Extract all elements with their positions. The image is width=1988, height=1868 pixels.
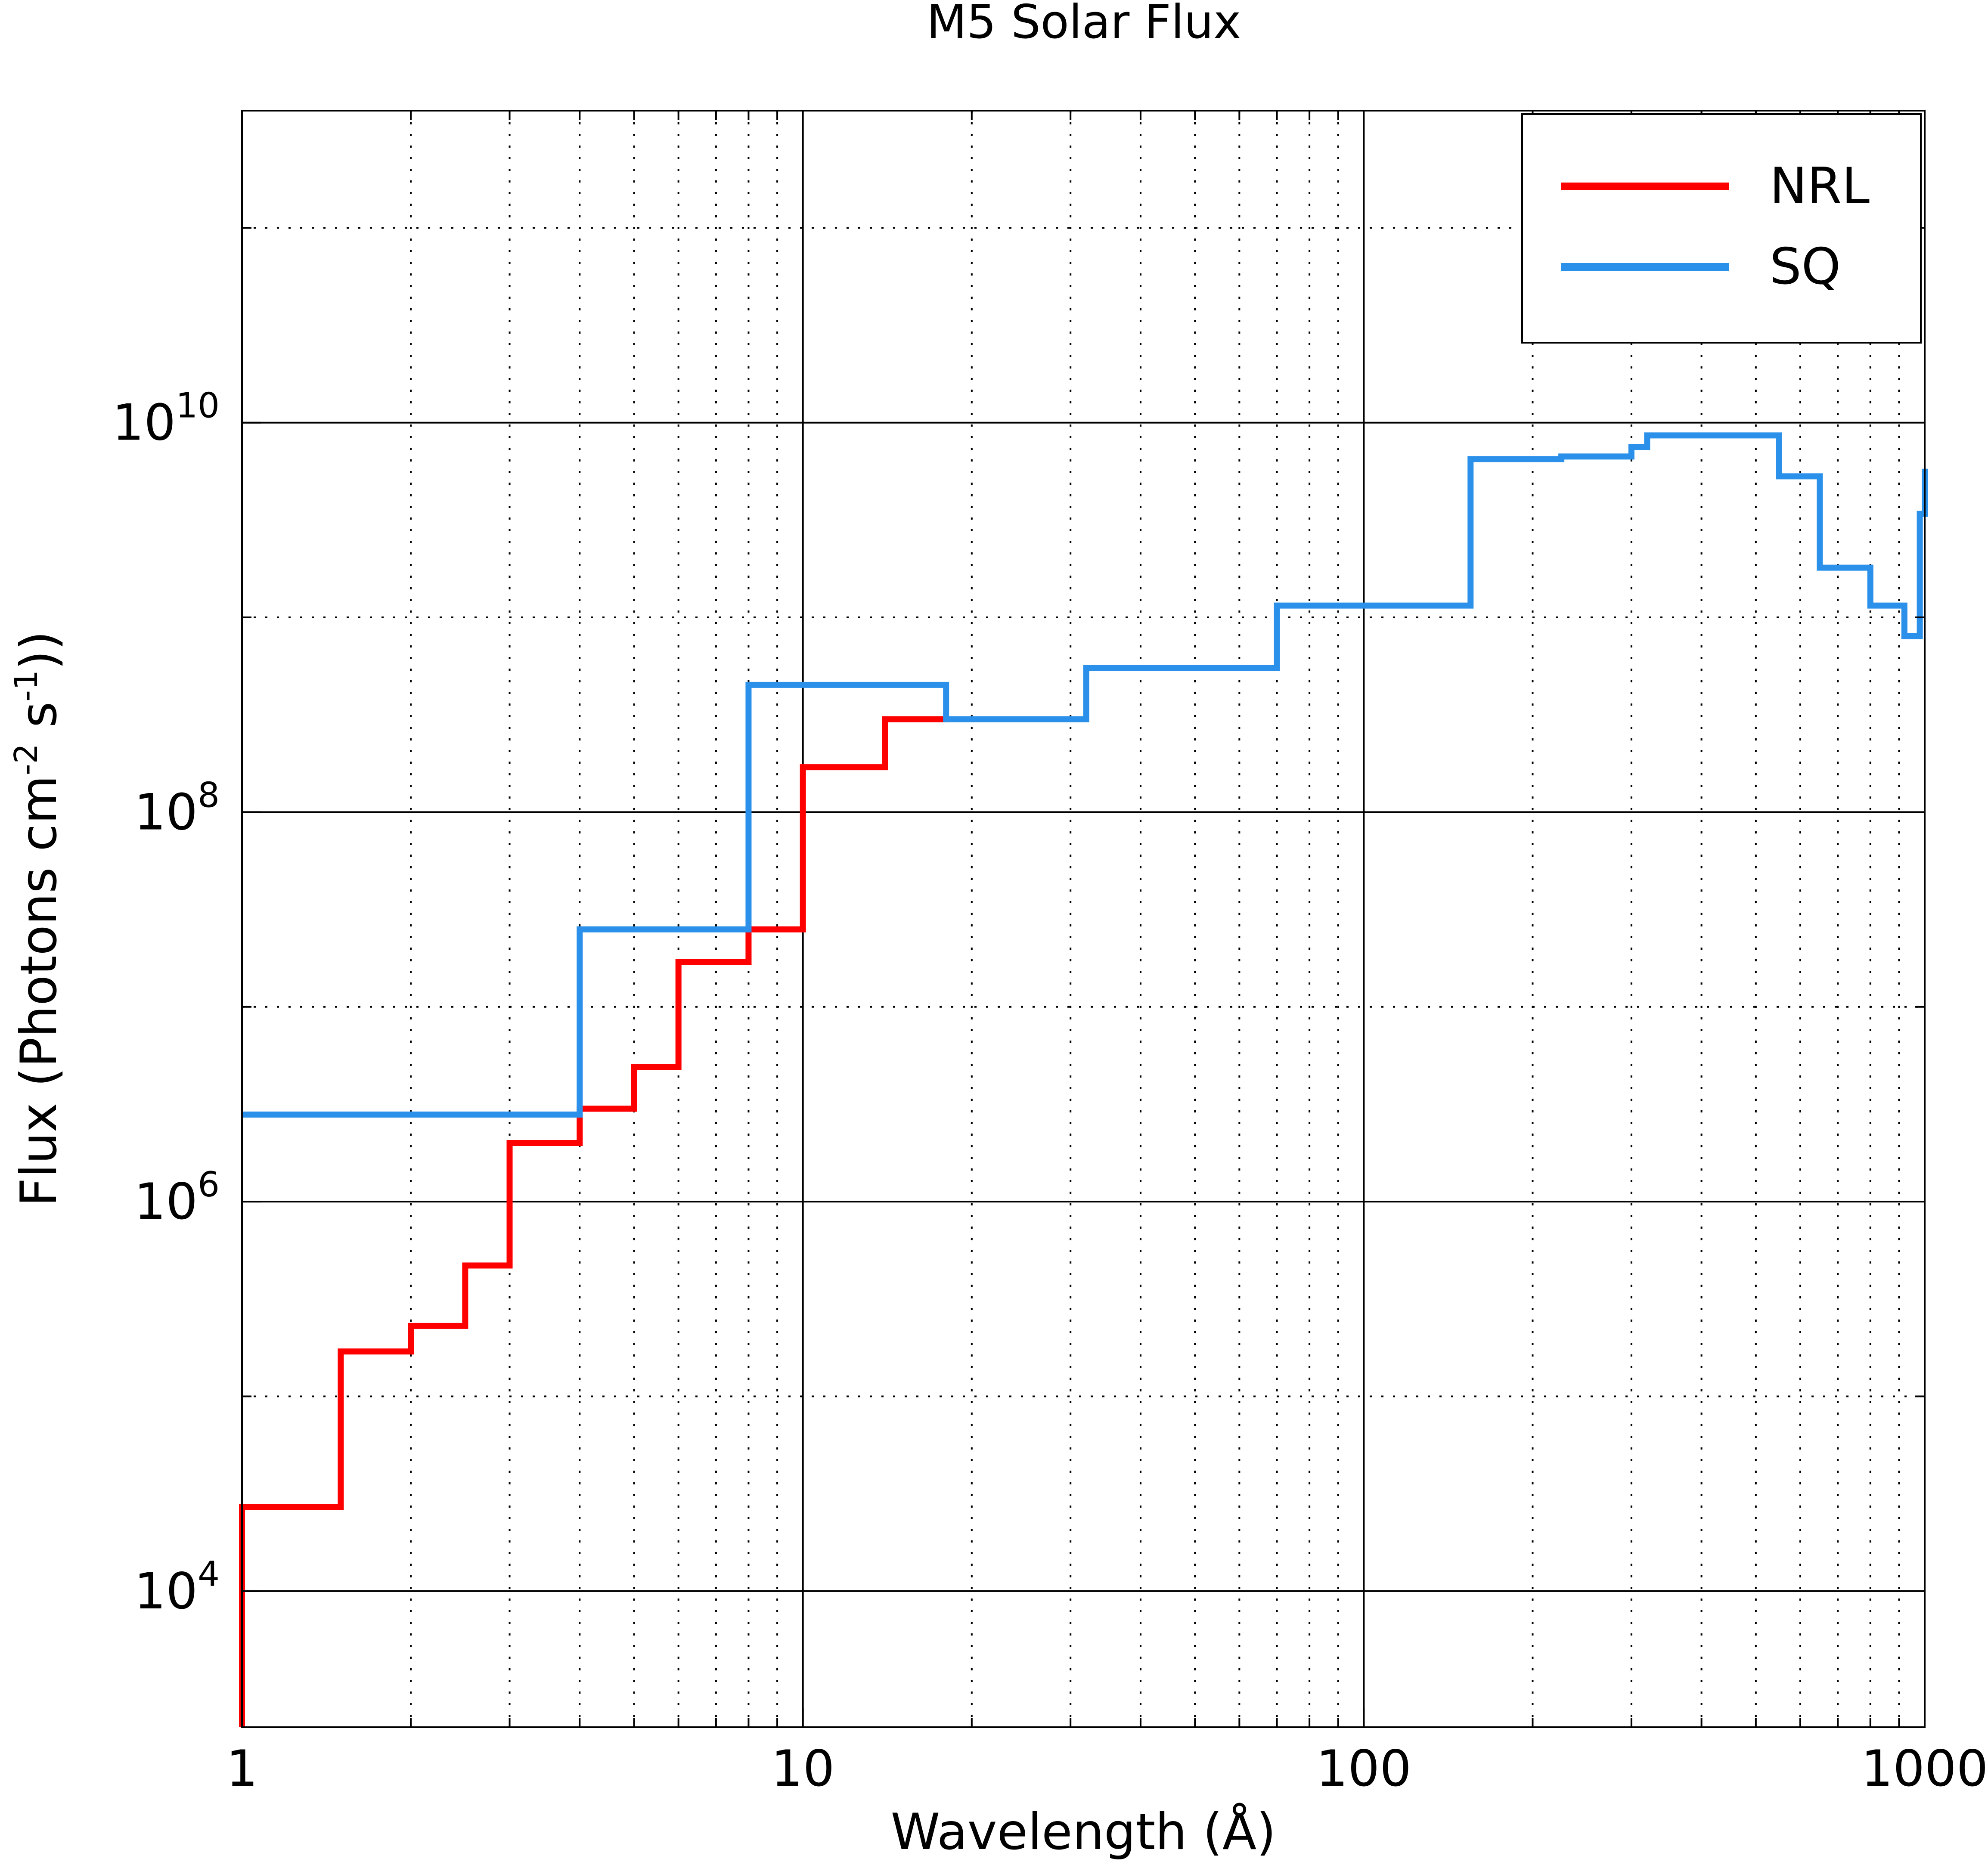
y-tick-label: 1010	[112, 386, 220, 452]
y-tick-label: 104	[134, 1554, 220, 1620]
y-tick-label-exponent: 10	[176, 386, 220, 426]
series-line-sq	[242, 432, 1928, 1118]
y-tick-label-exponent: 4	[198, 1554, 220, 1594]
series-layer	[239, 432, 1928, 1727]
plot-frame	[241, 110, 1926, 1728]
x-tick-label: 100	[1316, 1740, 1411, 1798]
tick-layer	[241, 111, 1926, 1727]
y-tick-label-exponent: 8	[198, 775, 220, 815]
y-axis-label-exp2: -1	[8, 670, 45, 702]
y-axis-label: Flux (Photons cm-2 s-1))	[8, 631, 68, 1206]
y-axis-label-main: Flux (Photons cm	[10, 775, 68, 1207]
y-tick-label: 108	[134, 775, 220, 841]
x-tick-label: 10	[771, 1740, 835, 1798]
x-tick-label: 1	[226, 1740, 258, 1798]
x-axis-label: Wavelength (Å)	[891, 1803, 1276, 1861]
chart-title: M5 Solar Flux	[927, 0, 1241, 49]
y-axis-label-mid: s	[10, 702, 68, 743]
y-tick-label-base: 10	[112, 394, 176, 452]
legend-box	[1521, 113, 1922, 344]
y-tick-label-base: 10	[134, 1173, 198, 1231]
y-tick-label-exponent: 6	[198, 1165, 220, 1205]
legend: NRL SQ	[1521, 113, 1922, 344]
y-tick-label-base: 10	[134, 783, 198, 841]
y-tick-label-base: 10	[134, 1562, 198, 1620]
y-axis-label-exp1: -2	[8, 743, 45, 775]
legend-label-sq: SQ	[1770, 238, 1841, 296]
y-tick-label: 106	[134, 1165, 220, 1231]
x-tick-label: 1000	[1861, 1740, 1988, 1798]
y-axis-label-end: ))	[10, 631, 68, 670]
legend-label-nrl: NRL	[1770, 157, 1870, 215]
